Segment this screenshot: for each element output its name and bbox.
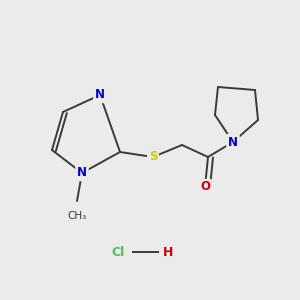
Text: H: H [163,245,173,259]
Text: N: N [77,167,87,179]
Text: N: N [95,88,105,101]
Text: Cl: Cl [111,245,124,259]
Text: O: O [200,181,210,194]
Text: N: N [228,136,238,148]
Text: S: S [149,151,157,164]
Text: CH₃: CH₃ [68,211,87,221]
